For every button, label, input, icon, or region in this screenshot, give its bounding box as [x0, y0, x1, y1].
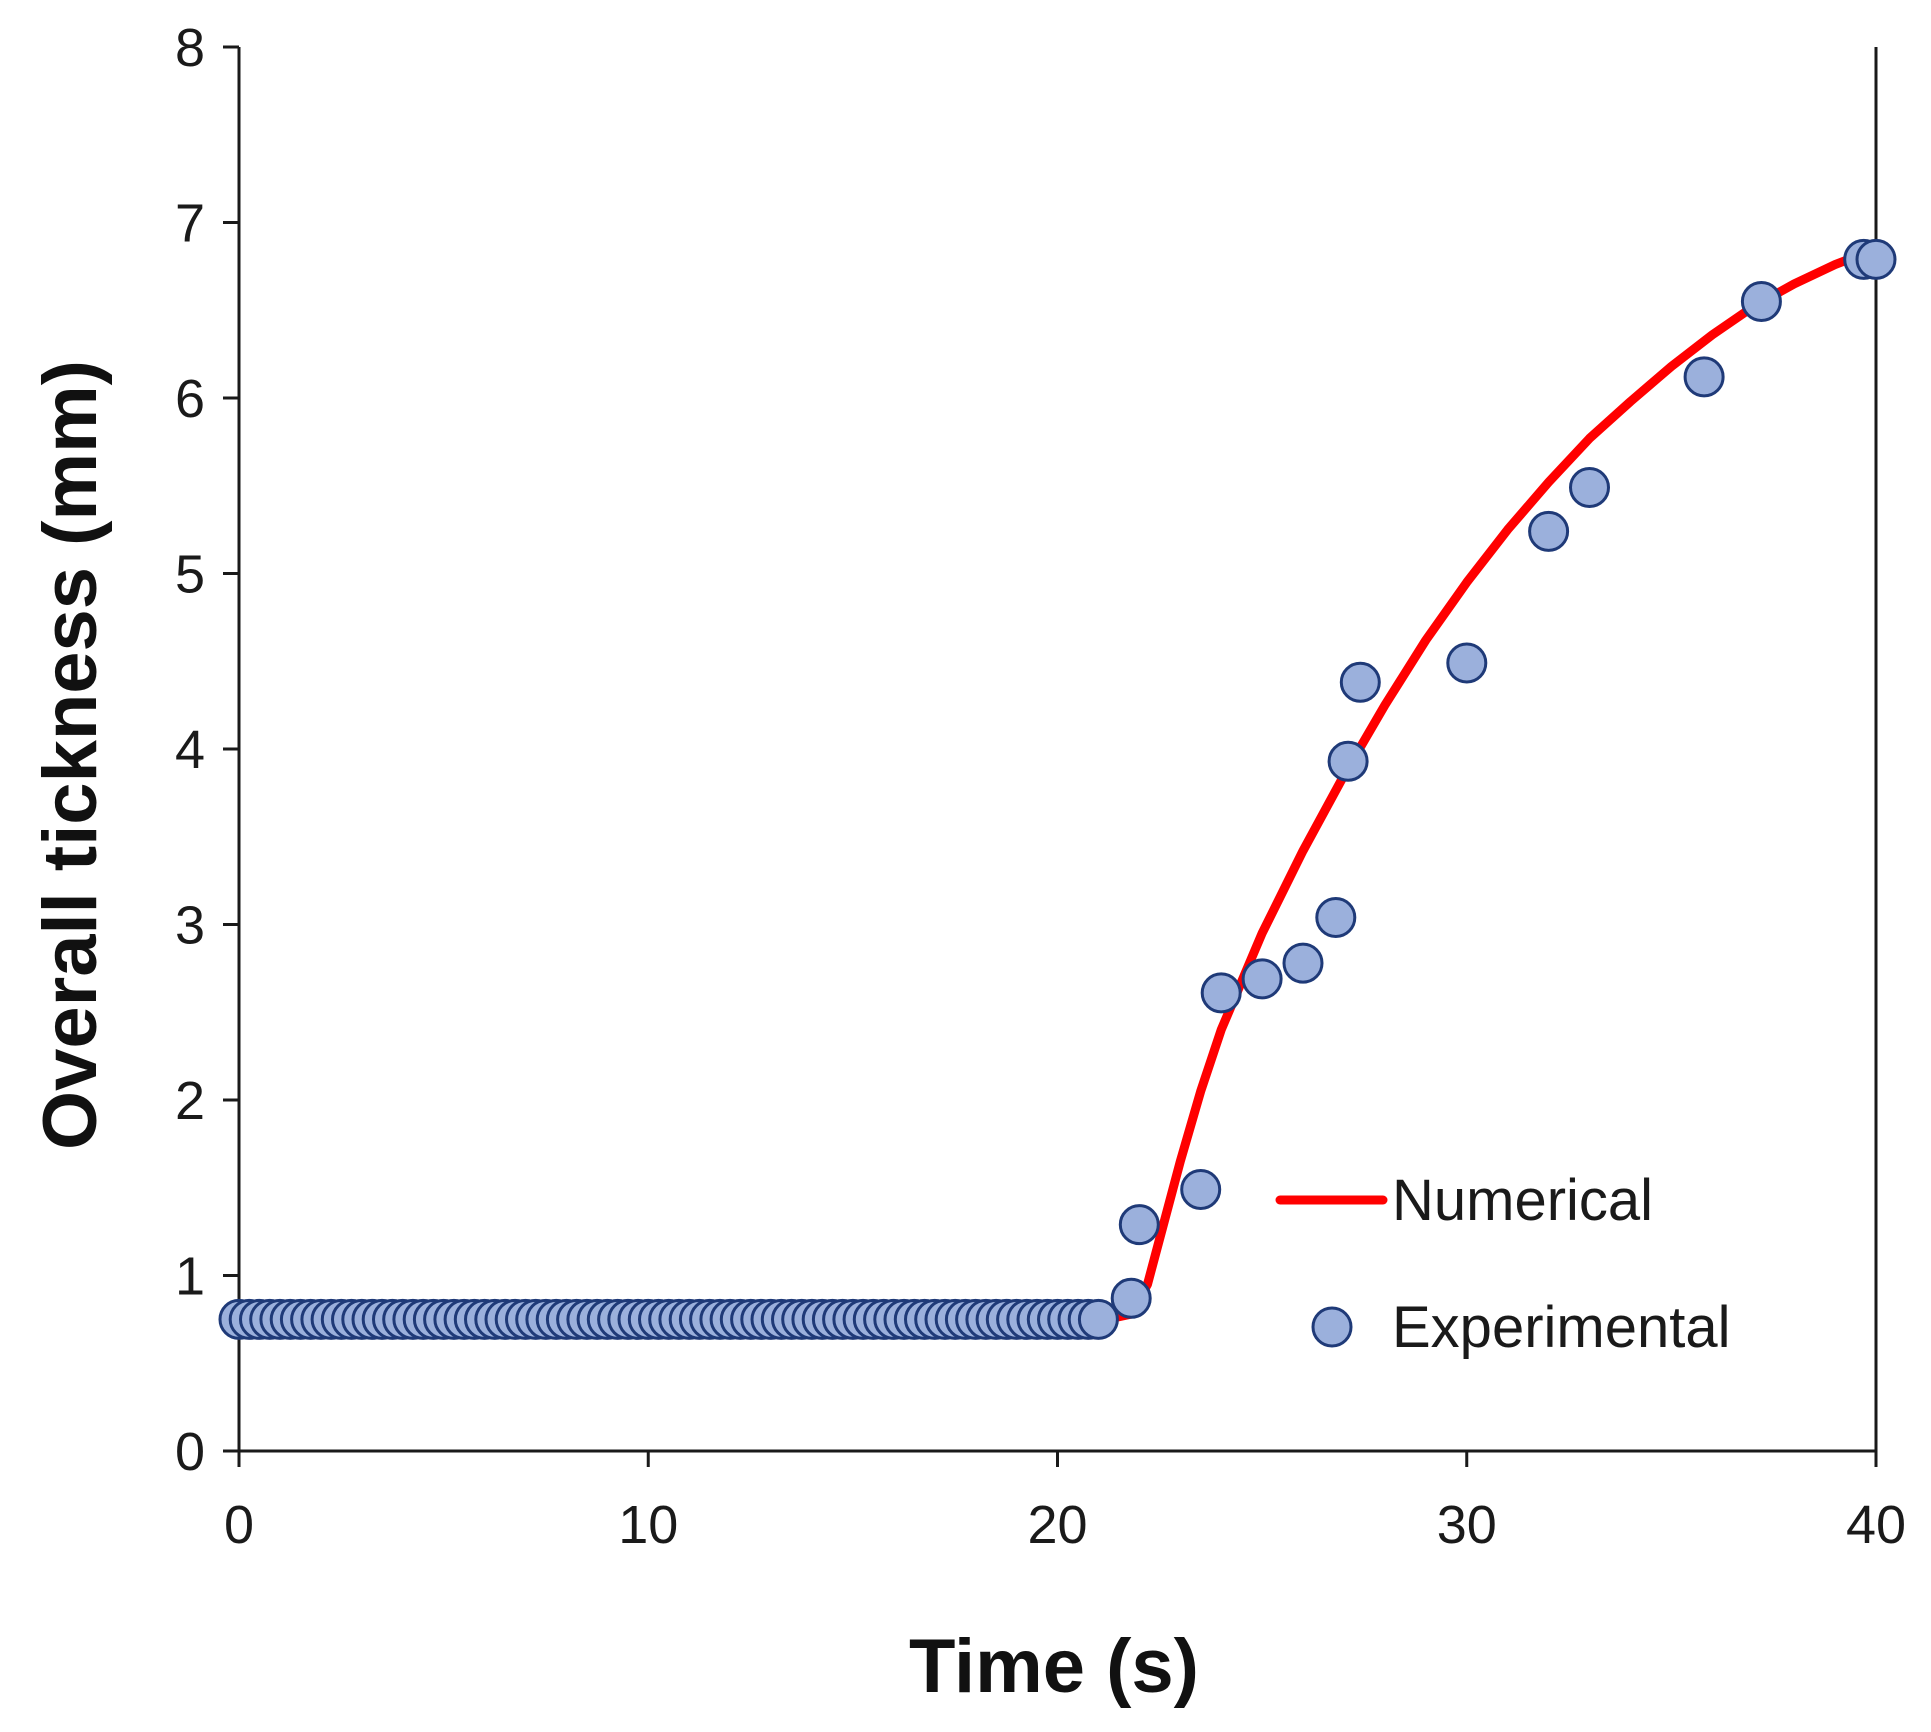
- experimental-point: [1855, 238, 1897, 280]
- experimental-point: [1110, 1277, 1152, 1319]
- experimental-point: [1446, 642, 1488, 684]
- axes: [223, 45, 1878, 1467]
- legend-experimental-label: Experimental: [1392, 1295, 1730, 1360]
- x-tick-label: 0: [224, 1495, 254, 1555]
- experimental-point: [1569, 467, 1610, 508]
- y-tick-label: 0: [175, 1422, 205, 1482]
- y-axis-title: Overall tickness (mm): [28, 360, 113, 1150]
- y-tick-label: 2: [175, 1071, 205, 1131]
- x-axis-title: Time (s): [909, 1624, 1199, 1709]
- experimental-point: [1200, 972, 1242, 1014]
- x-tick-label: 30: [1437, 1495, 1497, 1555]
- experimental-point: [1683, 356, 1725, 398]
- y-tick-label: 3: [175, 896, 205, 956]
- experimental-point: [1282, 942, 1324, 984]
- y-tick-label: 8: [175, 18, 205, 78]
- experimental-series: [218, 238, 1897, 1340]
- experimental-point: [1180, 1169, 1222, 1210]
- experimental-point: [1528, 510, 1570, 552]
- legend-experimental-swatch: [1311, 1306, 1353, 1348]
- y-tick-label: 6: [175, 369, 205, 429]
- x-tick-label: 10: [618, 1495, 678, 1555]
- tick-labels: 0 1 2 3 4 5 6 7 8 0 10 20 30 40: [175, 18, 1906, 1555]
- numerical-line: [1102, 244, 1881, 1324]
- x-tick-label: 40: [1846, 1495, 1906, 1555]
- experimental-point: [1327, 740, 1369, 782]
- experimental-point: [1339, 661, 1381, 703]
- y-tick-label: 5: [175, 545, 205, 605]
- legend: Numerical Experimental: [1275, 1168, 1730, 1360]
- y-tick-label: 4: [175, 720, 205, 780]
- y-tick-label: 1: [175, 1247, 205, 1307]
- numerical-series: [1102, 244, 1881, 1324]
- experimental-point: [1077, 1298, 1119, 1340]
- experimental-point: [1118, 1204, 1160, 1246]
- legend-numerical-label: Numerical: [1392, 1168, 1653, 1233]
- experimental-point: [1740, 281, 1782, 322]
- experimental-point: [1241, 958, 1283, 1000]
- experimental-point: [1315, 897, 1357, 938]
- y-tick-label: 7: [175, 194, 205, 254]
- x-tick-label: 20: [1027, 1495, 1087, 1555]
